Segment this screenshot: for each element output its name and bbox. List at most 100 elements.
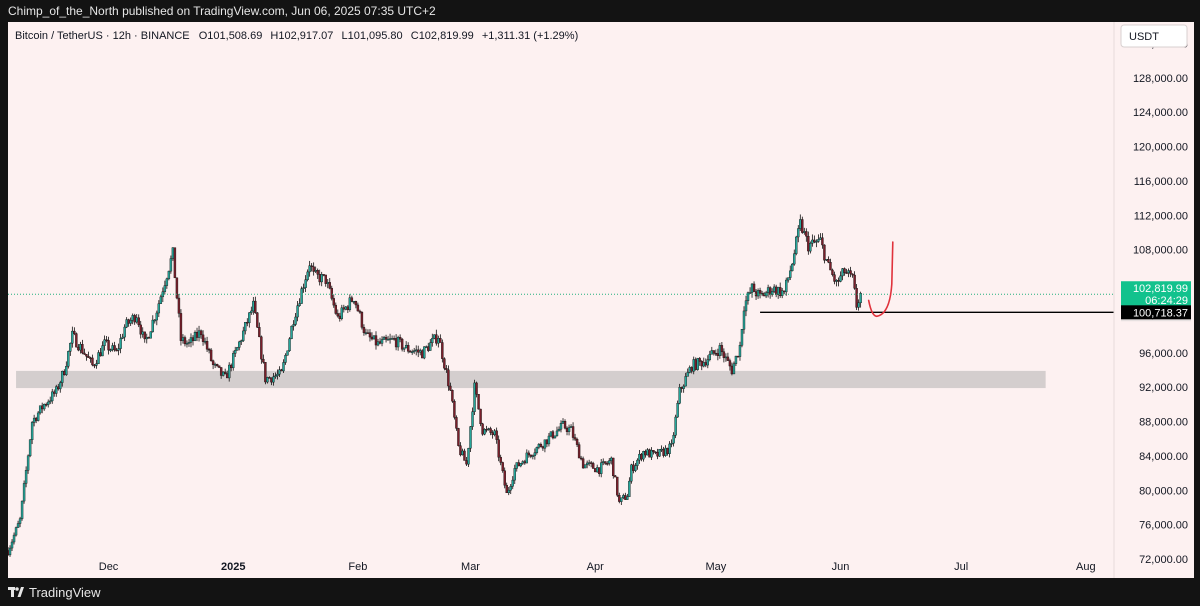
candle — [630, 463, 633, 484]
candle — [125, 317, 128, 329]
y-tick-label: 116,000.00 — [1134, 176, 1188, 188]
candle — [410, 349, 414, 355]
candle — [20, 500, 24, 521]
candle — [207, 347, 211, 354]
candle — [686, 368, 689, 377]
high-label: H — [270, 30, 278, 42]
candle — [431, 333, 434, 347]
candle — [817, 234, 820, 243]
candle — [716, 348, 720, 361]
tradingview-logo[interactable]: TradingView — [8, 584, 101, 600]
candle — [179, 309, 183, 346]
candle — [700, 360, 703, 371]
candle — [567, 424, 571, 436]
candle — [340, 304, 344, 321]
candle — [252, 296, 255, 315]
candle — [101, 341, 104, 357]
candle — [507, 487, 510, 496]
candle — [139, 320, 142, 339]
x-tick-label: Dec — [99, 561, 119, 573]
candle — [332, 294, 335, 308]
candle — [374, 331, 378, 350]
candle — [610, 456, 613, 465]
candle — [793, 249, 796, 266]
candle — [308, 260, 311, 277]
candle — [16, 520, 20, 528]
candle — [732, 361, 736, 375]
candle — [825, 259, 828, 261]
candle — [682, 384, 685, 393]
candle — [644, 449, 647, 458]
candle — [831, 268, 834, 277]
candle — [433, 334, 436, 340]
candle — [55, 384, 58, 397]
candle — [288, 337, 291, 352]
candle — [262, 354, 265, 364]
candle — [531, 454, 535, 460]
candle — [461, 448, 464, 456]
candle — [702, 357, 705, 368]
candle — [264, 362, 267, 385]
candle — [394, 334, 398, 351]
y-tick-label: 72,000.00 — [1139, 554, 1188, 566]
candle — [563, 419, 567, 430]
candle — [718, 342, 722, 359]
candle — [290, 325, 293, 340]
candle — [642, 450, 645, 462]
candle — [260, 335, 263, 364]
y-tick-label: 92,000.00 — [1139, 382, 1188, 394]
candle — [201, 330, 205, 346]
x-tick-label: Aug — [1076, 561, 1096, 573]
candle — [535, 446, 539, 455]
candle — [628, 477, 631, 497]
candle — [111, 342, 114, 352]
candle — [827, 256, 830, 264]
tradingview-logo-icon — [8, 587, 24, 597]
candle — [230, 363, 233, 372]
candle — [499, 454, 502, 466]
candle — [51, 388, 54, 404]
y-tick-label: 84,000.00 — [1139, 451, 1188, 463]
candle — [736, 355, 740, 358]
candle — [366, 329, 370, 334]
chart-area[interactable]: 132,000.00128,000.00124,000.00120,000.00… — [6, 22, 1194, 578]
candle — [525, 449, 529, 464]
candle — [851, 273, 854, 278]
candle — [706, 355, 709, 369]
candle — [672, 432, 675, 447]
candle — [217, 365, 221, 369]
candle — [807, 231, 810, 255]
candle — [662, 446, 665, 458]
candle — [487, 427, 490, 431]
candle — [453, 399, 456, 420]
candle — [368, 329, 372, 342]
low-value: 101,095.80 — [348, 30, 403, 42]
candle — [61, 370, 64, 387]
currency-button[interactable]: USDT — [1120, 24, 1188, 48]
candle — [756, 288, 760, 299]
candle — [680, 386, 683, 393]
candle — [809, 241, 812, 254]
candle — [451, 389, 454, 403]
candle — [334, 302, 337, 315]
price-chart[interactable]: 132,000.00128,000.00124,000.00120,000.00… — [6, 22, 1194, 578]
candle — [778, 282, 782, 298]
candle — [654, 451, 657, 455]
candle — [676, 400, 679, 418]
candle — [425, 345, 428, 349]
candle — [583, 464, 587, 469]
candle — [481, 422, 484, 436]
candle — [49, 396, 52, 405]
candle — [640, 453, 643, 462]
projection-annotation[interactable] — [867, 241, 894, 318]
candle — [789, 265, 792, 281]
candle — [728, 358, 732, 371]
candle — [815, 239, 818, 248]
candle — [523, 459, 527, 465]
candle — [53, 389, 56, 397]
candle — [145, 333, 148, 344]
candle — [471, 407, 474, 430]
last-price-tag-text: 06:24:29 — [1145, 295, 1188, 307]
candle — [244, 321, 247, 335]
